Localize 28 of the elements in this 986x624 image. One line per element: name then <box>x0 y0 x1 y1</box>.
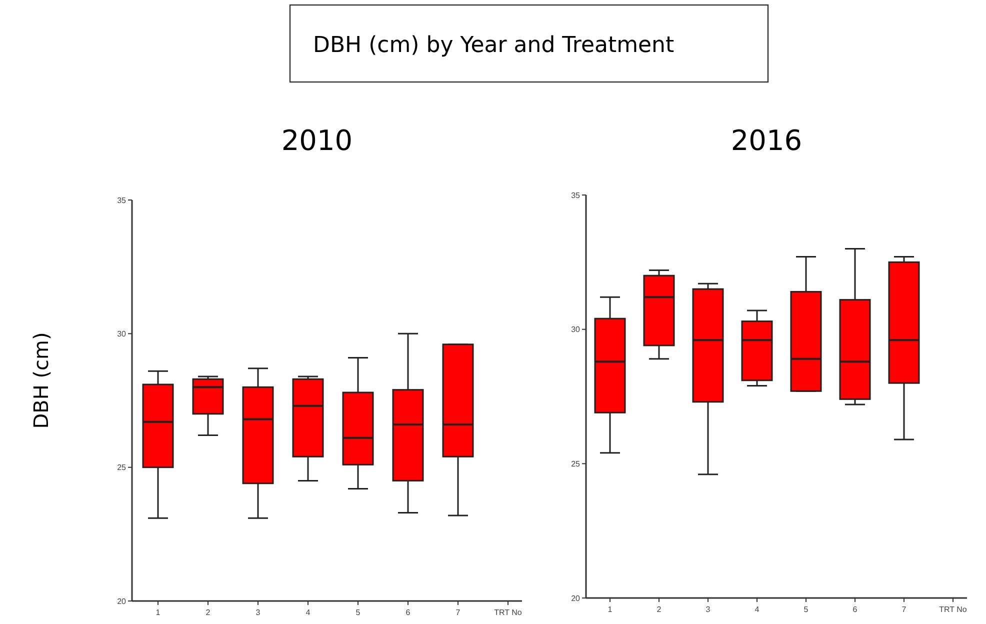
x-axis-title: TRT No <box>494 608 522 617</box>
y-tick-label: 30 <box>571 325 581 334</box>
y-axis-title: DBH (cm) <box>29 332 53 429</box>
y-tick-label: 20 <box>571 594 581 603</box>
x-tick-label: 1 <box>156 608 161 617</box>
y-tick-label: 35 <box>117 196 127 205</box>
x-tick-label: 2 <box>206 608 211 617</box>
x-tick-label: 7 <box>902 605 907 614</box>
x-tick-label: 2 <box>656 605 662 614</box>
x-tick-label: 1 <box>608 605 613 614</box>
y-tick-label: 20 <box>117 596 127 606</box>
y-tick-label: 25 <box>571 459 581 468</box>
x-axis-title: TRT No <box>939 605 968 614</box>
x-tick-label: 5 <box>804 605 809 614</box>
x-tick-label: 3 <box>706 605 711 614</box>
x-tick-label: 6 <box>852 605 858 614</box>
x-tick-label: 4 <box>306 608 311 617</box>
text: DBH (cm) by Year and Treatment <box>313 33 675 58</box>
x-tick-label: 6 <box>406 608 411 617</box>
y-tick-label: 25 <box>117 463 127 472</box>
y-tick-label: 30 <box>117 329 127 338</box>
chart-title: 2016 <box>730 124 802 157</box>
y-tick-label: 35 <box>571 190 581 200</box>
x-tick-label: 5 <box>356 608 361 617</box>
x-tick-label: 3 <box>256 608 261 617</box>
x-tick-label: 4 <box>754 605 760 614</box>
chart-title: 2010 <box>281 124 353 157</box>
x-tick-label: 7 <box>456 608 461 617</box>
